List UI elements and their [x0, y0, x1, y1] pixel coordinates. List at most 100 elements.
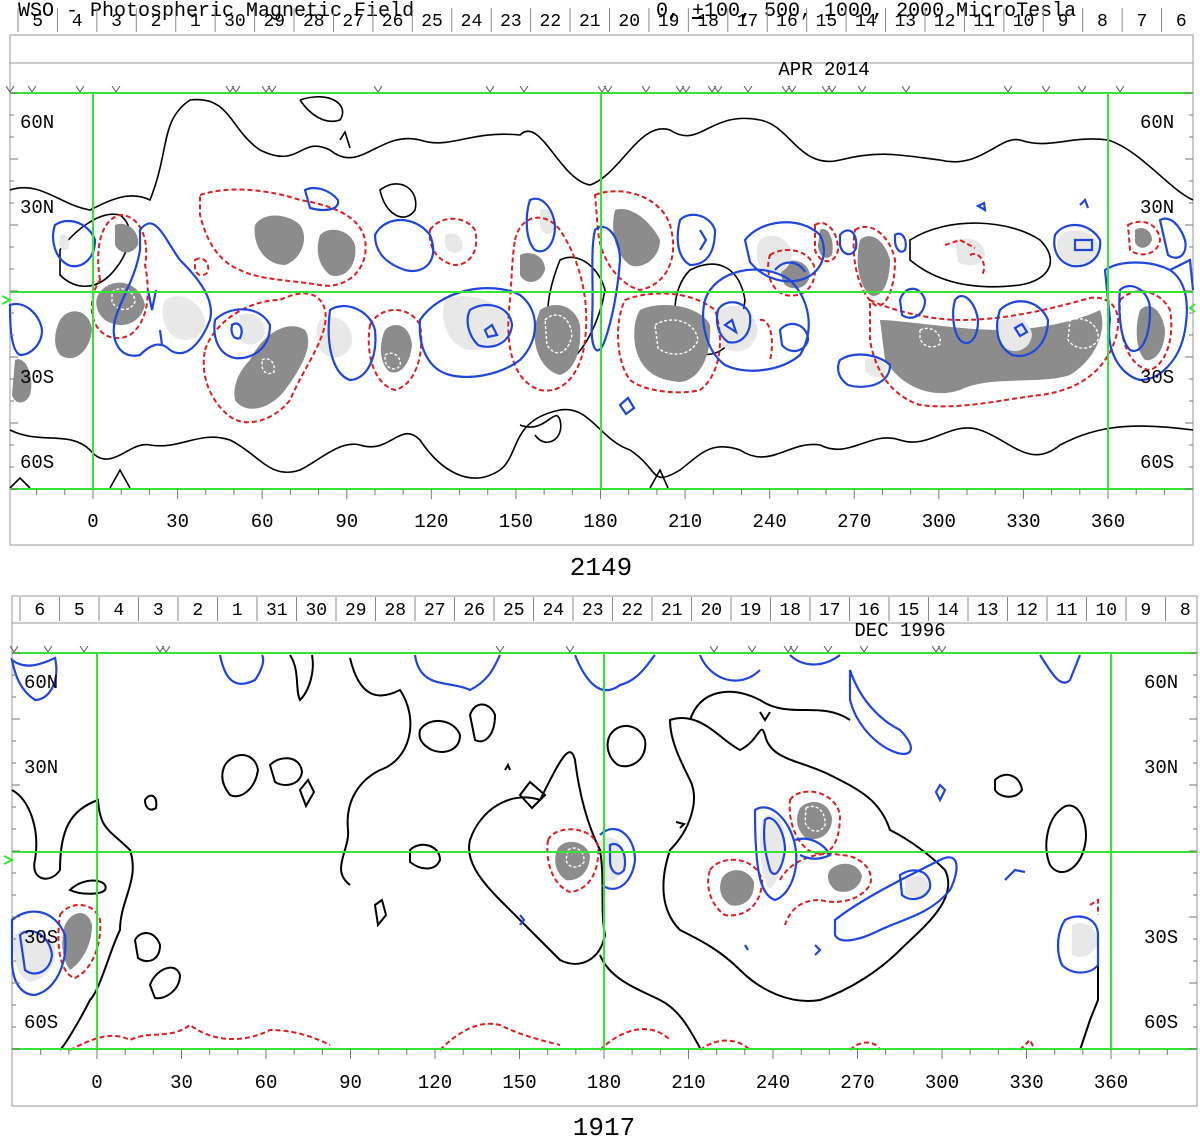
- date-tick-label: 4: [72, 12, 83, 32]
- contour-levels-values: 100, 500, 1000, 2000 MicroTesla: [704, 0, 1077, 23]
- longitude-tick-label: 60: [251, 511, 274, 533]
- lat-label-30s-right: 30S: [1140, 367, 1174, 389]
- date-tick-label: 1: [232, 601, 243, 621]
- lat-label-30n-right: 30N: [1140, 197, 1174, 219]
- longitude-tick-label: 240: [753, 511, 787, 533]
- date-tick-label: 27: [424, 601, 446, 621]
- date-tick-label: 28: [303, 12, 325, 32]
- longitude-tick-label: 300: [925, 1072, 959, 1094]
- date-tick-label: 20: [700, 601, 722, 621]
- longitude-tick-label: 330: [1009, 1072, 1043, 1094]
- date-tick-label: 10: [1013, 12, 1035, 32]
- longitude-tick-label: 90: [335, 511, 358, 533]
- date-tick-label: 25: [421, 12, 443, 32]
- lat-label-30s-left: 30S: [24, 927, 58, 949]
- lat-label-30n-right: 30N: [1144, 757, 1178, 779]
- date-tick-label: 2: [151, 12, 162, 32]
- longitude-tick-label: 120: [414, 511, 448, 533]
- longitude-tick-label: 60: [255, 1072, 278, 1094]
- lat-label-60n-left: 60N: [20, 112, 54, 134]
- date-tick-label: 15: [816, 12, 838, 32]
- neutral-contours: [9, 95, 1194, 489]
- date-markers: [5, 85, 1125, 93]
- lat-label-60s-right: 60S: [1144, 1012, 1178, 1034]
- latitude-labels: 60N 30N 30S 60S 60N 30N 30S 60S: [24, 672, 1178, 1034]
- date-tick-label: 15: [898, 601, 920, 621]
- date-tick-label: 4: [113, 601, 124, 621]
- date-tick-label: 31: [266, 601, 288, 621]
- equator-marker-left: [3, 855, 15, 865]
- contour-levels-plusminus: +: [692, 0, 705, 23]
- longitude-tick-label: 90: [339, 1072, 362, 1094]
- date-tick-label: 18: [697, 12, 719, 32]
- date-tick-label: 22: [621, 601, 643, 621]
- date-tick-label: 11: [1056, 601, 1078, 621]
- date-tick-label: 13: [977, 601, 999, 621]
- date-tick-label: 6: [34, 601, 45, 621]
- grid-lines: [12, 652, 1197, 1050]
- latitude-ticks: [10, 92, 1193, 490]
- date-tick-label: 6: [1176, 12, 1187, 32]
- date-tick-label: 23: [500, 12, 522, 32]
- date-tick-label: 9: [1058, 12, 1069, 32]
- date-tick-label: 28: [384, 601, 406, 621]
- date-tick-label: 19: [658, 12, 680, 32]
- contour-levels-legend: 0, +100, 500, 1000, 2000 MicroTesla: [656, 0, 1076, 24]
- month-label: DEC 1996: [854, 620, 945, 642]
- date-tick-label: 22: [540, 12, 562, 32]
- longitude-tick-label: 30: [170, 1072, 193, 1094]
- strong-field-contours: [565, 805, 826, 868]
- longitude-tick-label: 150: [502, 1072, 536, 1094]
- date-tick-label: 24: [461, 12, 483, 32]
- longitude-tick-label: 300: [922, 511, 956, 533]
- longitude-tick-label: 0: [87, 511, 98, 533]
- date-markers: [9, 645, 947, 653]
- date-tick-label: 30: [224, 12, 246, 32]
- equator-marker-left: [1, 295, 13, 305]
- longitude-tick-label: 240: [756, 1072, 790, 1094]
- strong-field-contours: [111, 288, 1099, 375]
- date-tick-label: 13: [894, 12, 916, 32]
- lat-label-60n-left: 60N: [24, 672, 58, 694]
- lat-label-30n-left: 30N: [20, 197, 54, 219]
- contour-levels-prefix: 0,: [656, 0, 693, 23]
- date-tick-label: 21: [579, 12, 601, 32]
- date-tick-label: 17: [737, 12, 759, 32]
- date-tick-label: 12: [1016, 601, 1038, 621]
- longitude-tick-label: 0: [91, 1072, 102, 1094]
- negative-contours: [57, 790, 1099, 1051]
- longitude-tick-label: 360: [1091, 511, 1125, 533]
- lat-label-60s-left: 60S: [20, 452, 54, 474]
- date-tick-label: 24: [542, 601, 564, 621]
- longitude-tick-label: 30: [166, 511, 189, 533]
- date-tick-label: 3: [111, 12, 122, 32]
- longitude-tick-label: 270: [840, 1072, 874, 1094]
- date-tick-label: 30: [305, 601, 327, 621]
- date-tick-label: 26: [463, 601, 485, 621]
- date-tick-label: 1: [190, 12, 201, 32]
- date-tick-label: 16: [776, 12, 798, 32]
- date-tick-label: 21: [661, 601, 683, 621]
- date-tick-label: 3: [153, 601, 164, 621]
- latitude-ticks: [12, 652, 1197, 1050]
- lat-label-30s-right: 30S: [1144, 927, 1178, 949]
- date-tick-label: 20: [618, 12, 640, 32]
- date-tick-label: 5: [32, 12, 43, 32]
- lat-label-30s-left: 30S: [20, 367, 54, 389]
- date-tick-label: 29: [264, 12, 286, 32]
- lat-label-60s-right: 60S: [1140, 452, 1174, 474]
- longitude-tick-label: 180: [583, 511, 617, 533]
- longitude-ticks: 0 30 60 90 120 150 180 210 240 270 300 330 360: [36, 489, 1165, 533]
- lat-label-60s-left: 60S: [24, 1012, 58, 1034]
- longitude-tick-label: 150: [499, 511, 533, 533]
- date-tick-label: 10: [1095, 601, 1117, 621]
- date-tick-label: 7: [1136, 12, 1147, 32]
- positive-flux-regions: [13, 814, 1098, 982]
- latitude-labels: 60N 30N 30S 60S 60N 30N 30S 60S: [20, 112, 1174, 474]
- date-tick-label: 8: [1097, 12, 1108, 32]
- date-tick-label: 5: [74, 601, 85, 621]
- lat-label-30n-left: 30N: [24, 757, 58, 779]
- date-tick-label: 16: [858, 601, 880, 621]
- date-tick-label: 23: [582, 601, 604, 621]
